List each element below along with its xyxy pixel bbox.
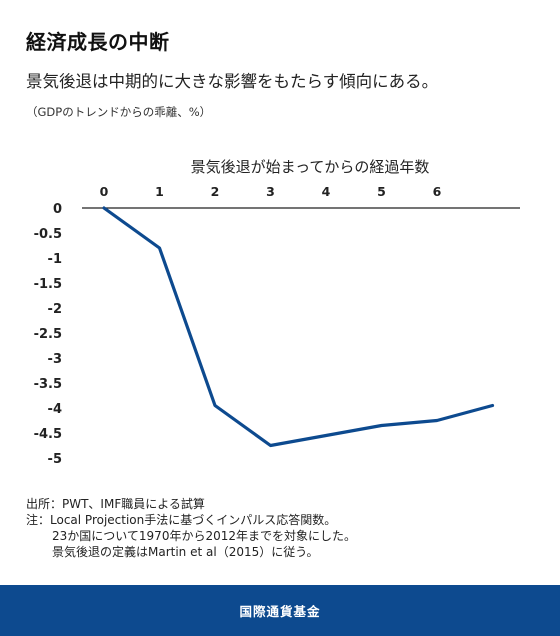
chart-subtitle: 景気後退は中期的に大きな影響をもたらす傾向にある。 (26, 72, 439, 91)
y-tick-label: -3 (48, 352, 62, 367)
y-tick-label: -2.5 (34, 327, 62, 342)
y-tick-label: -2 (48, 302, 62, 317)
x-tick-label: 6 (433, 184, 442, 199)
y-tick-label: -0.5 (34, 227, 62, 242)
method-note: 注：Local Projection手法に基づくインパルス応答関数。 (26, 513, 337, 527)
footer-bar: 国際通貨基金 (0, 585, 560, 636)
sample-note: 23か国について1970年から2012年までを対象にした。 (52, 529, 356, 543)
source-note: 出所：PWT、IMF職員による試算 (26, 497, 205, 511)
y-tick-label: -1.5 (34, 277, 62, 292)
series-group (102, 206, 495, 448)
y-tick-label: -5 (48, 452, 62, 467)
y-tick-label: 0 (53, 202, 62, 217)
y-tick-label: -4.5 (34, 427, 62, 442)
y-tick-label: -1 (48, 252, 62, 267)
unit-note: （GDPのトレンドからの乖離、%） (26, 105, 212, 119)
x-axis-label: 景気後退が始まってからの経過年数 (191, 158, 430, 176)
footer-label: 国際通貨基金 (239, 604, 321, 619)
definition-note: 景気後退の定義はMartin et al（2015）に従う。 (52, 545, 319, 559)
x-tick-label: 5 (377, 184, 386, 199)
y-tick-labels: 0 -0.5 -1 -1.5 -2 -2.5 -3 -3.5 -4 -4.5 -5 (34, 202, 62, 467)
line-chart: 景気後退が始まってからの経過年数 0 1 2 3 4 5 6 0 -0.5 -1 -1.5 -2 -2… (34, 158, 520, 467)
x-tick-label: 2 (211, 184, 220, 199)
x-tick-label: 4 (322, 184, 331, 199)
x-tick-labels: 0 1 2 3 4 5 6 (100, 184, 442, 199)
y-tick-label: -3.5 (34, 377, 62, 392)
x-tick-label: 0 (100, 184, 109, 199)
footnotes: 出所：PWT、IMF職員による試算 注：Local Projection手法に基… (26, 496, 356, 560)
y-tick-label: -4 (48, 402, 62, 417)
x-tick-label: 1 (155, 184, 164, 199)
x-tick-label: 3 (266, 184, 275, 199)
series-line (102, 206, 495, 448)
chart-title: 経済成長の中断 (26, 30, 170, 54)
